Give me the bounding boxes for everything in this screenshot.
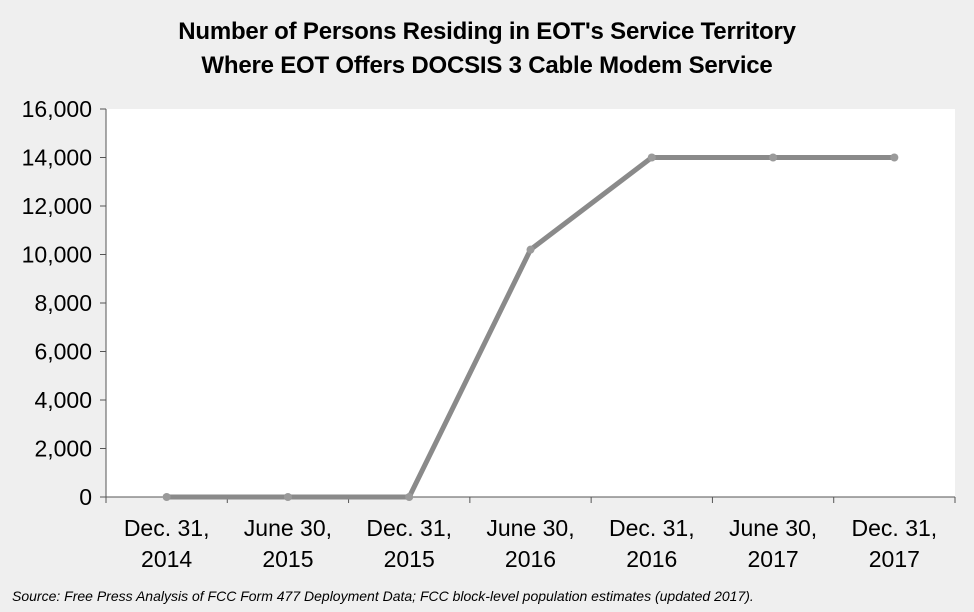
- x-tick-label: Dec. 31, 2015: [366, 515, 452, 572]
- x-tick-label: Dec. 31, 2017: [852, 515, 938, 572]
- x-tick-label: June 30, 2016: [486, 515, 574, 572]
- x-tick-label: June 30, 2015: [244, 515, 332, 572]
- x-tick-label: Dec. 31, 2016: [609, 515, 695, 572]
- data-point: [283, 493, 292, 501]
- chart-title-line-1: Number of Persons Residing in EOT's Serv…: [178, 18, 796, 45]
- data-point: [769, 153, 778, 162]
- y-tick-label: 8,000: [34, 290, 92, 316]
- source-note: Source: Free Press Analysis of FCC Form …: [12, 588, 754, 604]
- y-axis: 0 2,000 4,000 6,000 8,000 10,000 12,000 14,000 1…: [22, 96, 107, 510]
- x-tick-label: June 30, 2017: [729, 515, 817, 572]
- y-tick-label: 14,000: [22, 145, 92, 171]
- y-tick-label: 4,000: [34, 387, 92, 413]
- data-point: [162, 493, 171, 501]
- series-group: [162, 153, 899, 501]
- data-point: [405, 493, 414, 501]
- data-point: [526, 245, 535, 254]
- chart-title-line-2: Where EOT Offers DOCSIS 3 Cable Modem Se…: [201, 52, 773, 79]
- x-axis: Dec. 31, 2014 June 30, 2015 Dec. 31, 2015 June…: [105, 496, 956, 572]
- y-tick-label: 16,000: [22, 96, 92, 122]
- y-tick-label: 0: [79, 484, 92, 510]
- plot-background: [106, 109, 955, 497]
- data-point: [647, 153, 656, 162]
- y-tick-label: 6,000: [34, 339, 92, 365]
- data-point: [890, 153, 899, 162]
- y-tick-label: 12,000: [22, 193, 92, 219]
- y-tick-label: 10,000: [22, 242, 92, 268]
- x-tick-label: Dec. 31, 2014: [124, 515, 210, 572]
- y-tick-label: 2,000: [34, 436, 92, 462]
